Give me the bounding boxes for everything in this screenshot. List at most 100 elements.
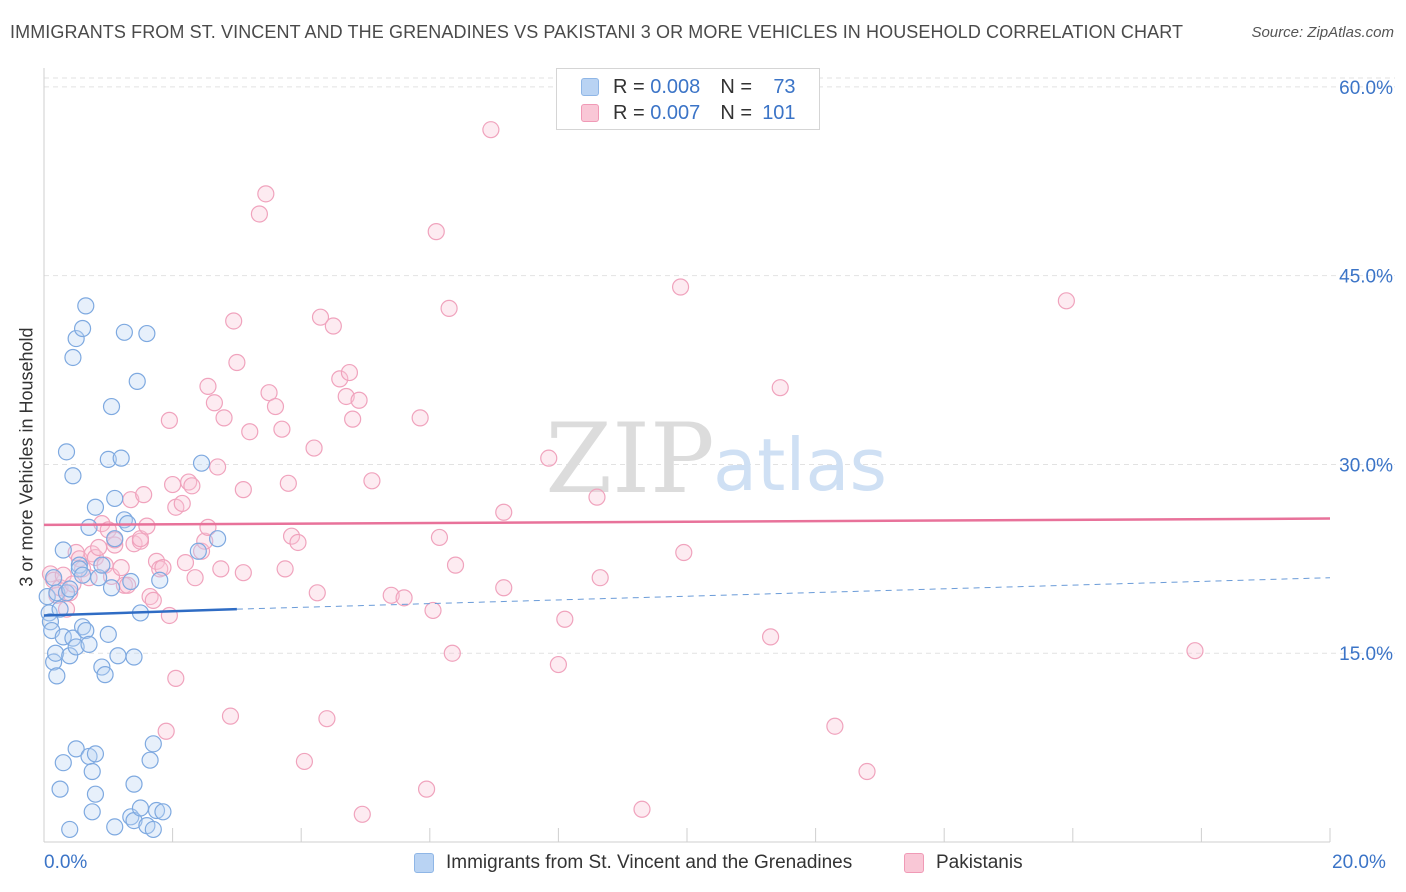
pakistani-point: [440, 299, 458, 317]
y-tick-labels: 15.0% 30.0% 45.0% 60.0%: [1339, 78, 1393, 665]
pakistani-point: [209, 458, 227, 476]
immigrant-point: [67, 329, 85, 348]
pakistani-point: [430, 528, 449, 547]
source-label: Source: ZipAtlas.com: [1251, 24, 1394, 41]
immigrant-point: [93, 556, 111, 574]
immigrant-point: [61, 820, 79, 839]
pakistani-point: [234, 564, 252, 582]
legend-n-value: 101: [762, 101, 796, 124]
pakistani-point: [234, 481, 252, 499]
pakistani-point: [675, 543, 693, 562]
pakistani-point: [106, 536, 124, 554]
immigrants-trend-line: [43, 607, 237, 617]
immigrant-point: [106, 530, 124, 548]
pakistani-point: [417, 780, 436, 798]
pakistani-point: [411, 409, 429, 427]
pakistani-point: [260, 384, 278, 402]
pakistani-point: [771, 379, 789, 397]
pakistani-point: [761, 628, 780, 646]
pakistani-point: [318, 710, 336, 728]
pakistanis-points: [41, 121, 1204, 823]
immigrant-point: [45, 569, 63, 587]
immigrant-point: [54, 754, 72, 772]
y-tick-label: 15.0%: [1339, 644, 1393, 665]
immigrant-point: [54, 541, 72, 559]
immigrant-point: [189, 542, 207, 560]
pakistani-point: [160, 606, 178, 625]
immigrant-point: [51, 600, 69, 618]
immigrant-point: [115, 323, 133, 341]
immigrant-point: [90, 569, 108, 587]
pakistani-point: [186, 569, 204, 587]
pakistani-point: [556, 610, 574, 628]
pakistani-point: [443, 644, 461, 662]
pakistani-point: [826, 717, 844, 735]
immigrant-point: [70, 556, 88, 574]
pakistani-point: [289, 533, 307, 552]
pakistani-point: [273, 420, 291, 438]
immigrant-point: [147, 801, 166, 820]
immigrant-point: [51, 780, 69, 798]
legend-n-value: 73: [773, 75, 796, 98]
pakistani-point: [112, 559, 130, 577]
immigrant-point: [80, 635, 98, 654]
legend-swatch-pink: [581, 104, 599, 122]
immigrant-point: [77, 621, 95, 640]
pakistani-point: [363, 472, 381, 490]
immigrant-point: [77, 297, 95, 315]
legend-n-label: N =: [720, 101, 752, 124]
immigrant-point: [125, 775, 143, 793]
immigrant-point: [61, 580, 79, 598]
immigrant-point: [96, 666, 114, 684]
pakistani-point: [167, 669, 185, 687]
x-axis-min-label: 0.0%: [44, 852, 88, 873]
pakistani-point: [160, 411, 178, 429]
pakistani-point: [282, 527, 301, 545]
pakistani-point: [157, 722, 175, 740]
immigrant-point: [112, 449, 130, 467]
pakistani-point: [549, 655, 568, 674]
immigrant-point: [83, 762, 101, 781]
pakistani-point: [305, 439, 323, 457]
pakistani-point: [215, 409, 233, 427]
immigrant-point: [48, 667, 66, 685]
pakistani-point: [427, 223, 445, 241]
immigrant-point: [131, 799, 150, 817]
legend-swatch-blue: [414, 853, 434, 873]
pakistani-point: [324, 317, 342, 335]
legend-label-pakistanis: Pakistanis: [936, 852, 1023, 873]
pakistani-point: [344, 410, 362, 428]
legend-row-pakistanis: R = 0.007 N = 101: [581, 101, 796, 125]
pakistani-point: [331, 370, 349, 388]
immigrant-point: [64, 629, 82, 647]
immigrant-point: [138, 324, 156, 343]
immigrant-point: [144, 820, 162, 839]
immigrant-point: [102, 579, 121, 597]
legend-swatch-pink: [904, 853, 924, 873]
legend-r-label: R =: [613, 101, 645, 124]
pakistani-point: [495, 503, 513, 521]
immigrant-point: [57, 443, 76, 461]
immigrant-point: [86, 745, 105, 763]
pakistani-point: [196, 532, 214, 550]
pakistani-point: [308, 584, 326, 602]
immigrant-point: [125, 648, 143, 666]
pakistani-point: [276, 560, 294, 578]
pakistani-point: [858, 762, 876, 781]
pakistani-point: [671, 278, 690, 296]
pakistani-point: [337, 387, 355, 406]
immigrant-point: [73, 319, 92, 338]
legend-r-label: R =: [613, 75, 645, 98]
pakistani-point: [154, 559, 172, 577]
legend-label-immigrants: Immigrants from St. Vincent and the Gren…: [446, 852, 853, 873]
immigrant-point: [192, 454, 211, 472]
pakistani-point: [382, 586, 400, 604]
immigrant-point: [67, 740, 85, 758]
immigrant-point: [141, 751, 159, 769]
immigrant-point: [99, 625, 117, 643]
immigrant-point: [64, 467, 82, 485]
immigrant-point: [102, 397, 121, 416]
svg-immigrants-points: [38, 297, 227, 839]
chart-title: IMMIGRANTS FROM ST. VINCENT AND THE GREN…: [10, 22, 1184, 42]
pakistani-point: [482, 121, 500, 139]
